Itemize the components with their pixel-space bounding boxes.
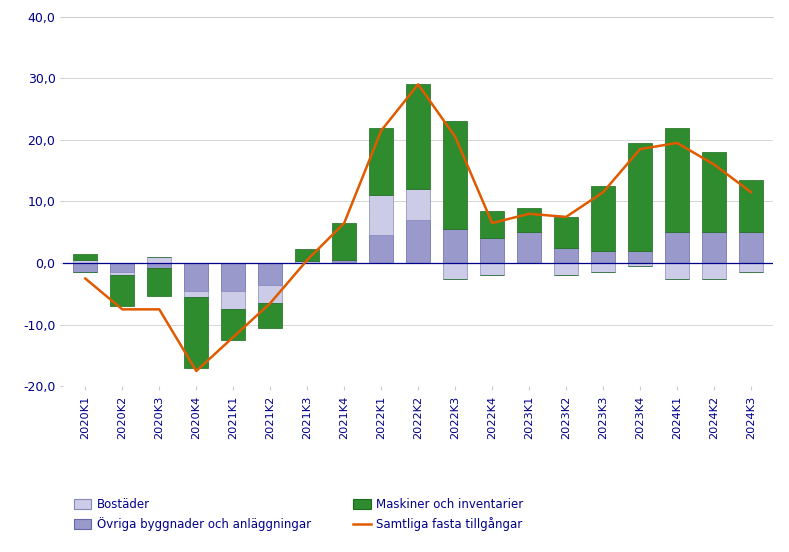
Bar [406, 84, 430, 189]
Bar [332, 260, 356, 263]
Bar [221, 291, 245, 309]
Bar [73, 263, 97, 272]
Bar [110, 275, 134, 306]
Bar [295, 249, 320, 261]
Bar [481, 238, 504, 263]
Bar [258, 285, 282, 303]
Bar [628, 251, 652, 263]
Bar [443, 229, 467, 263]
Bar [739, 180, 763, 232]
Bar [517, 208, 541, 232]
Bar [591, 263, 615, 272]
Bar [110, 272, 134, 275]
Bar [443, 263, 467, 279]
Bar [554, 263, 578, 275]
Bar [332, 223, 356, 260]
Bar [258, 263, 282, 285]
Bar [739, 263, 763, 272]
Bar [221, 263, 245, 291]
Bar [481, 211, 504, 238]
Bar [148, 268, 171, 296]
Bar [73, 254, 97, 260]
Bar [702, 152, 726, 232]
Bar [628, 263, 652, 266]
Bar [554, 217, 578, 248]
Bar [185, 291, 208, 297]
Bar [554, 248, 578, 263]
Bar [369, 195, 393, 235]
Bar [295, 261, 320, 263]
Bar [406, 189, 430, 220]
Bar [665, 232, 689, 263]
Bar [148, 263, 171, 268]
Bar [591, 251, 615, 263]
Bar [443, 121, 467, 229]
Bar [369, 128, 393, 195]
Bar [369, 235, 393, 263]
Bar [110, 263, 134, 272]
Bar [665, 128, 689, 232]
Bar [591, 186, 615, 251]
Bar [481, 263, 504, 275]
Bar [702, 232, 726, 263]
Bar [221, 309, 245, 340]
Bar [406, 220, 430, 263]
Bar [148, 257, 171, 263]
Bar [185, 263, 208, 291]
Legend: Bostäder, Övriga byggnader och anläggningar, Maskiner och inventarier, Samtliga : Bostäder, Övriga byggnader och anläggnin… [69, 493, 529, 536]
Bar [517, 232, 541, 263]
Bar [73, 260, 97, 263]
Bar [185, 297, 208, 368]
Bar [258, 303, 282, 328]
Bar [739, 232, 763, 263]
Bar [628, 143, 652, 251]
Bar [702, 263, 726, 279]
Bar [665, 263, 689, 279]
